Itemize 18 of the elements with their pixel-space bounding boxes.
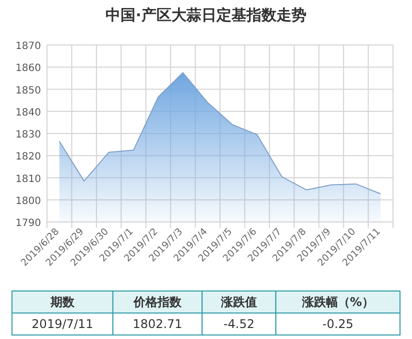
y-tick-label: 1850 bbox=[16, 85, 41, 96]
text: -4.52 bbox=[223, 317, 255, 331]
text: 涨跌幅（%） bbox=[300, 295, 374, 309]
text: 1802.71 bbox=[132, 317, 182, 331]
y-tick-label: 1820 bbox=[16, 152, 41, 163]
text: 价格指数 bbox=[132, 295, 182, 309]
text: 涨跌值 bbox=[220, 295, 257, 309]
chart-title: 中国·产区大蒜日定基指数走势 bbox=[106, 6, 306, 24]
text: 2019/7/11 bbox=[32, 317, 94, 331]
y-tick-label: 1790 bbox=[16, 218, 41, 229]
y-tick-label: 1800 bbox=[16, 196, 41, 207]
y-tick-label: 1830 bbox=[16, 130, 41, 140]
y-tick-label: 1810 bbox=[16, 174, 41, 185]
y-tick-label: 1860 bbox=[16, 63, 41, 74]
text: 期数 bbox=[49, 295, 76, 309]
y-tick-label: 1840 bbox=[16, 107, 41, 118]
text: -0.25 bbox=[322, 317, 354, 331]
y-tick-label: 1870 bbox=[16, 41, 41, 52]
